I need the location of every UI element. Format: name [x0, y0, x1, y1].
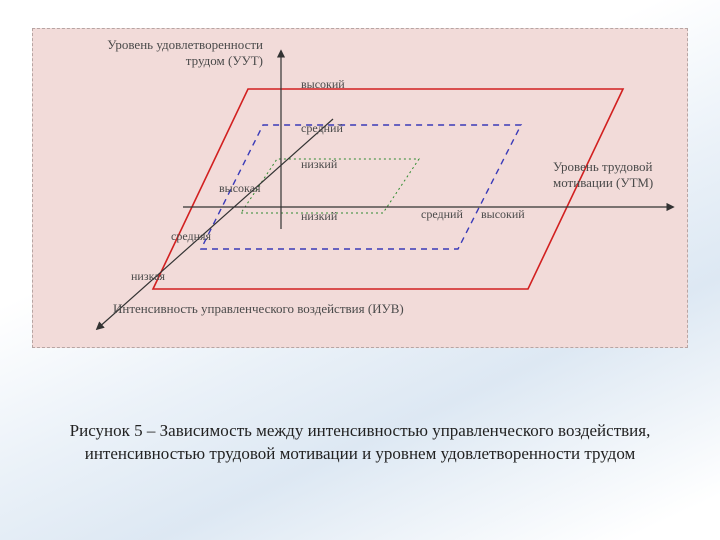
tick-diag-high: высокая — [219, 181, 261, 196]
diagram-panel: Уровень удовлетворенности трудом (УУТ) У… — [32, 28, 688, 348]
tick-y-mid: средний — [301, 121, 343, 136]
figure-caption: Рисунок 5 – Зависимость между интенсивно… — [60, 420, 660, 466]
tick-x-mid: средний — [421, 207, 463, 222]
tick-y-low: низкий — [301, 157, 337, 172]
tick-x-high: высокий — [481, 207, 525, 222]
axis-y-label: Уровень удовлетворенности трудом (УУТ) — [103, 37, 263, 68]
axis-diag — [97, 119, 333, 329]
axis-x-label: Уровень трудовой мотивации (УТМ) — [553, 159, 683, 190]
tick-diag-mid: средняя — [171, 229, 211, 244]
tick-diag-low: низкая — [131, 269, 165, 284]
axis-diag-label: Интенсивность управленческого воздействи… — [113, 301, 413, 317]
tick-y-high: высокий — [301, 77, 345, 92]
tick-x-low: низкий — [301, 209, 337, 224]
